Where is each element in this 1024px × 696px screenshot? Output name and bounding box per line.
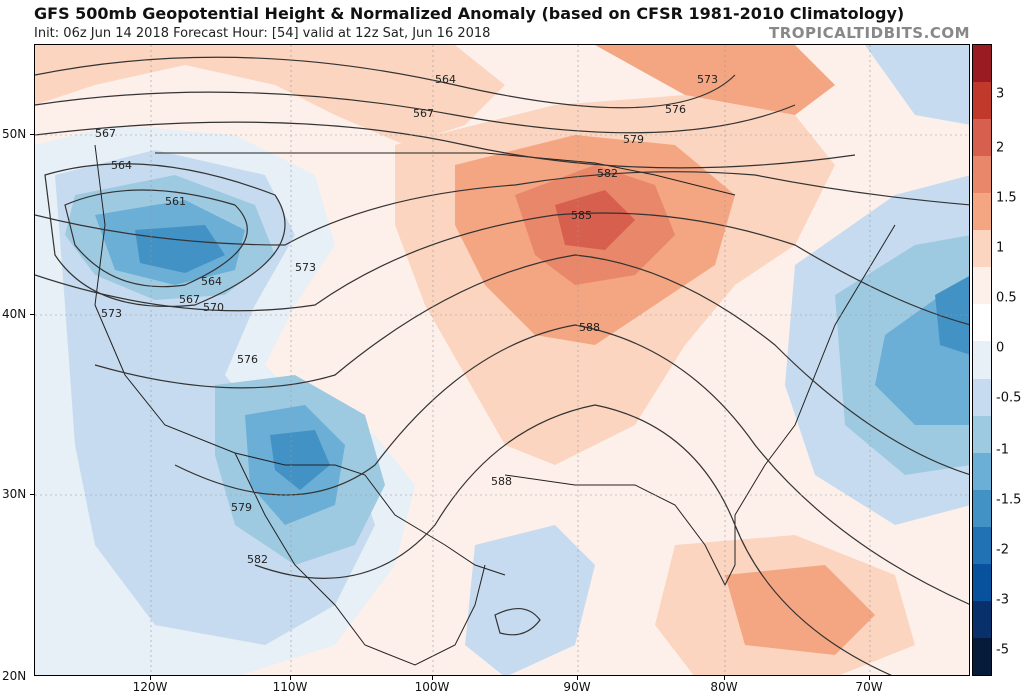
lon-tick bbox=[869, 676, 870, 680]
lat-label: 50N bbox=[2, 127, 27, 141]
contour-582 bbox=[94, 254, 969, 475]
colorbar-label: 0.5 bbox=[996, 290, 1017, 306]
contour-579 bbox=[35, 212, 969, 326]
lon-label: 120W bbox=[132, 680, 168, 694]
colorbar-label: 3 bbox=[996, 86, 1005, 102]
contour-label: 588 bbox=[579, 321, 600, 334]
contour-label: 579 bbox=[231, 501, 252, 514]
colorbar-segment bbox=[973, 304, 991, 342]
contour-label: 573 bbox=[101, 307, 122, 320]
lon-label: 70W bbox=[855, 680, 883, 694]
colorbar-label: -5 bbox=[996, 642, 1009, 658]
colorbar-label: -2 bbox=[996, 542, 1009, 558]
graticule bbox=[35, 45, 969, 675]
colorbar-segment bbox=[973, 563, 991, 602]
contour-588 bbox=[254, 404, 893, 675]
colorbar-segment bbox=[973, 452, 991, 491]
contour-576 bbox=[35, 171, 969, 246]
colorbar-segment bbox=[973, 600, 991, 639]
cool-anomaly-gulf bbox=[465, 525, 595, 675]
colorbar-label: -0.5 bbox=[996, 390, 1022, 406]
cool-anomaly-northeast bbox=[865, 45, 969, 125]
map-title: GFS 500mb Geopotential Height & Normaliz… bbox=[34, 4, 905, 23]
lon-label: 90W bbox=[563, 680, 591, 694]
warm-anomaly-north bbox=[595, 45, 835, 115]
contour-label: 588 bbox=[491, 475, 512, 488]
warm-anomaly-caribbean-core bbox=[725, 565, 875, 655]
colorbar-segment bbox=[973, 193, 991, 231]
contour-label: 582 bbox=[247, 553, 268, 566]
colorbar-label: 1.5 bbox=[996, 190, 1017, 206]
lon-tick bbox=[432, 676, 433, 680]
lon-label: 110W bbox=[272, 680, 308, 694]
colorbar-label: 1 bbox=[996, 240, 1005, 256]
lat-label: 20N bbox=[2, 669, 27, 683]
colorbar-segment bbox=[973, 415, 991, 454]
contour-label: 576 bbox=[237, 353, 258, 366]
contour-label: 573 bbox=[295, 261, 316, 274]
contour-label: 585 bbox=[571, 209, 592, 222]
colorbar-segment bbox=[973, 82, 991, 120]
brand-watermark: TROPICALTIDBITS.COM bbox=[769, 24, 970, 42]
colorbar-segment bbox=[973, 156, 991, 194]
cool-anomaly-southwest-peak bbox=[270, 430, 330, 490]
contour-564 bbox=[35, 56, 736, 109]
contour-label: 576 bbox=[665, 103, 686, 116]
lat-tick bbox=[30, 494, 34, 495]
warm-anomaly-central-peak bbox=[555, 190, 635, 250]
lon-tick bbox=[724, 676, 725, 680]
map-canvas bbox=[35, 45, 969, 675]
height-contours bbox=[35, 56, 969, 675]
contour-closed-gulf bbox=[494, 608, 541, 636]
lat-label: 40N bbox=[2, 307, 27, 321]
colorbar-segment bbox=[973, 378, 991, 417]
contour-label: 564 bbox=[435, 73, 456, 86]
contour-label: 567 bbox=[413, 107, 434, 120]
colorbar-label: -1 bbox=[996, 442, 1009, 458]
contour-561 bbox=[64, 189, 248, 288]
colorbar-segment bbox=[973, 637, 991, 676]
us-canada-border bbox=[155, 152, 736, 196]
contour-label: 564 bbox=[201, 275, 222, 288]
lat-tick bbox=[30, 314, 34, 315]
colorbar-segment bbox=[973, 341, 991, 380]
contour-label: 564 bbox=[111, 159, 132, 172]
colorbar-segment bbox=[973, 526, 991, 565]
contour-label: 570 bbox=[203, 301, 224, 314]
colorbar-label: 0 bbox=[996, 340, 1005, 356]
lon-label: 80W bbox=[710, 680, 738, 694]
lon-tick bbox=[290, 676, 291, 680]
contour-label: 579 bbox=[623, 133, 644, 146]
anomaly-colorbar bbox=[972, 44, 992, 676]
colorbar-segment bbox=[973, 45, 991, 83]
us-west-coast bbox=[94, 144, 236, 454]
mexico-coast bbox=[234, 452, 486, 666]
lon-label: 100W bbox=[414, 680, 450, 694]
anomaly-map: 564 567 564 561 564 567 570 573 573 567 … bbox=[34, 44, 970, 676]
contour-567 bbox=[35, 91, 796, 134]
lat-label: 30N bbox=[2, 487, 27, 501]
lat-tick bbox=[30, 134, 34, 135]
contour-585 bbox=[174, 324, 969, 605]
contour-label: 582 bbox=[597, 167, 618, 180]
contour-label: 561 bbox=[165, 195, 186, 208]
colorbar-segment bbox=[973, 230, 991, 268]
colorbar-segment bbox=[973, 119, 991, 157]
contour-573 bbox=[35, 121, 856, 169]
map-subtitle: Init: 06z Jun 14 2018 Forecast Hour: [54… bbox=[34, 26, 491, 41]
contour-label: 573 bbox=[697, 73, 718, 86]
contour-label: 567 bbox=[95, 127, 116, 140]
lon-tick bbox=[150, 676, 151, 680]
colorbar-segment bbox=[973, 267, 991, 305]
colorbar-label: -1.5 bbox=[996, 492, 1022, 508]
us-east-coast bbox=[504, 224, 896, 587]
colorbar-label: 2 bbox=[996, 140, 1005, 156]
lon-tick bbox=[577, 676, 578, 680]
colorbar-label: -3 bbox=[996, 592, 1009, 608]
colorbar-segment bbox=[973, 489, 991, 528]
contour-label: 567 bbox=[179, 293, 200, 306]
warm-anomaly-northwest bbox=[35, 45, 505, 145]
